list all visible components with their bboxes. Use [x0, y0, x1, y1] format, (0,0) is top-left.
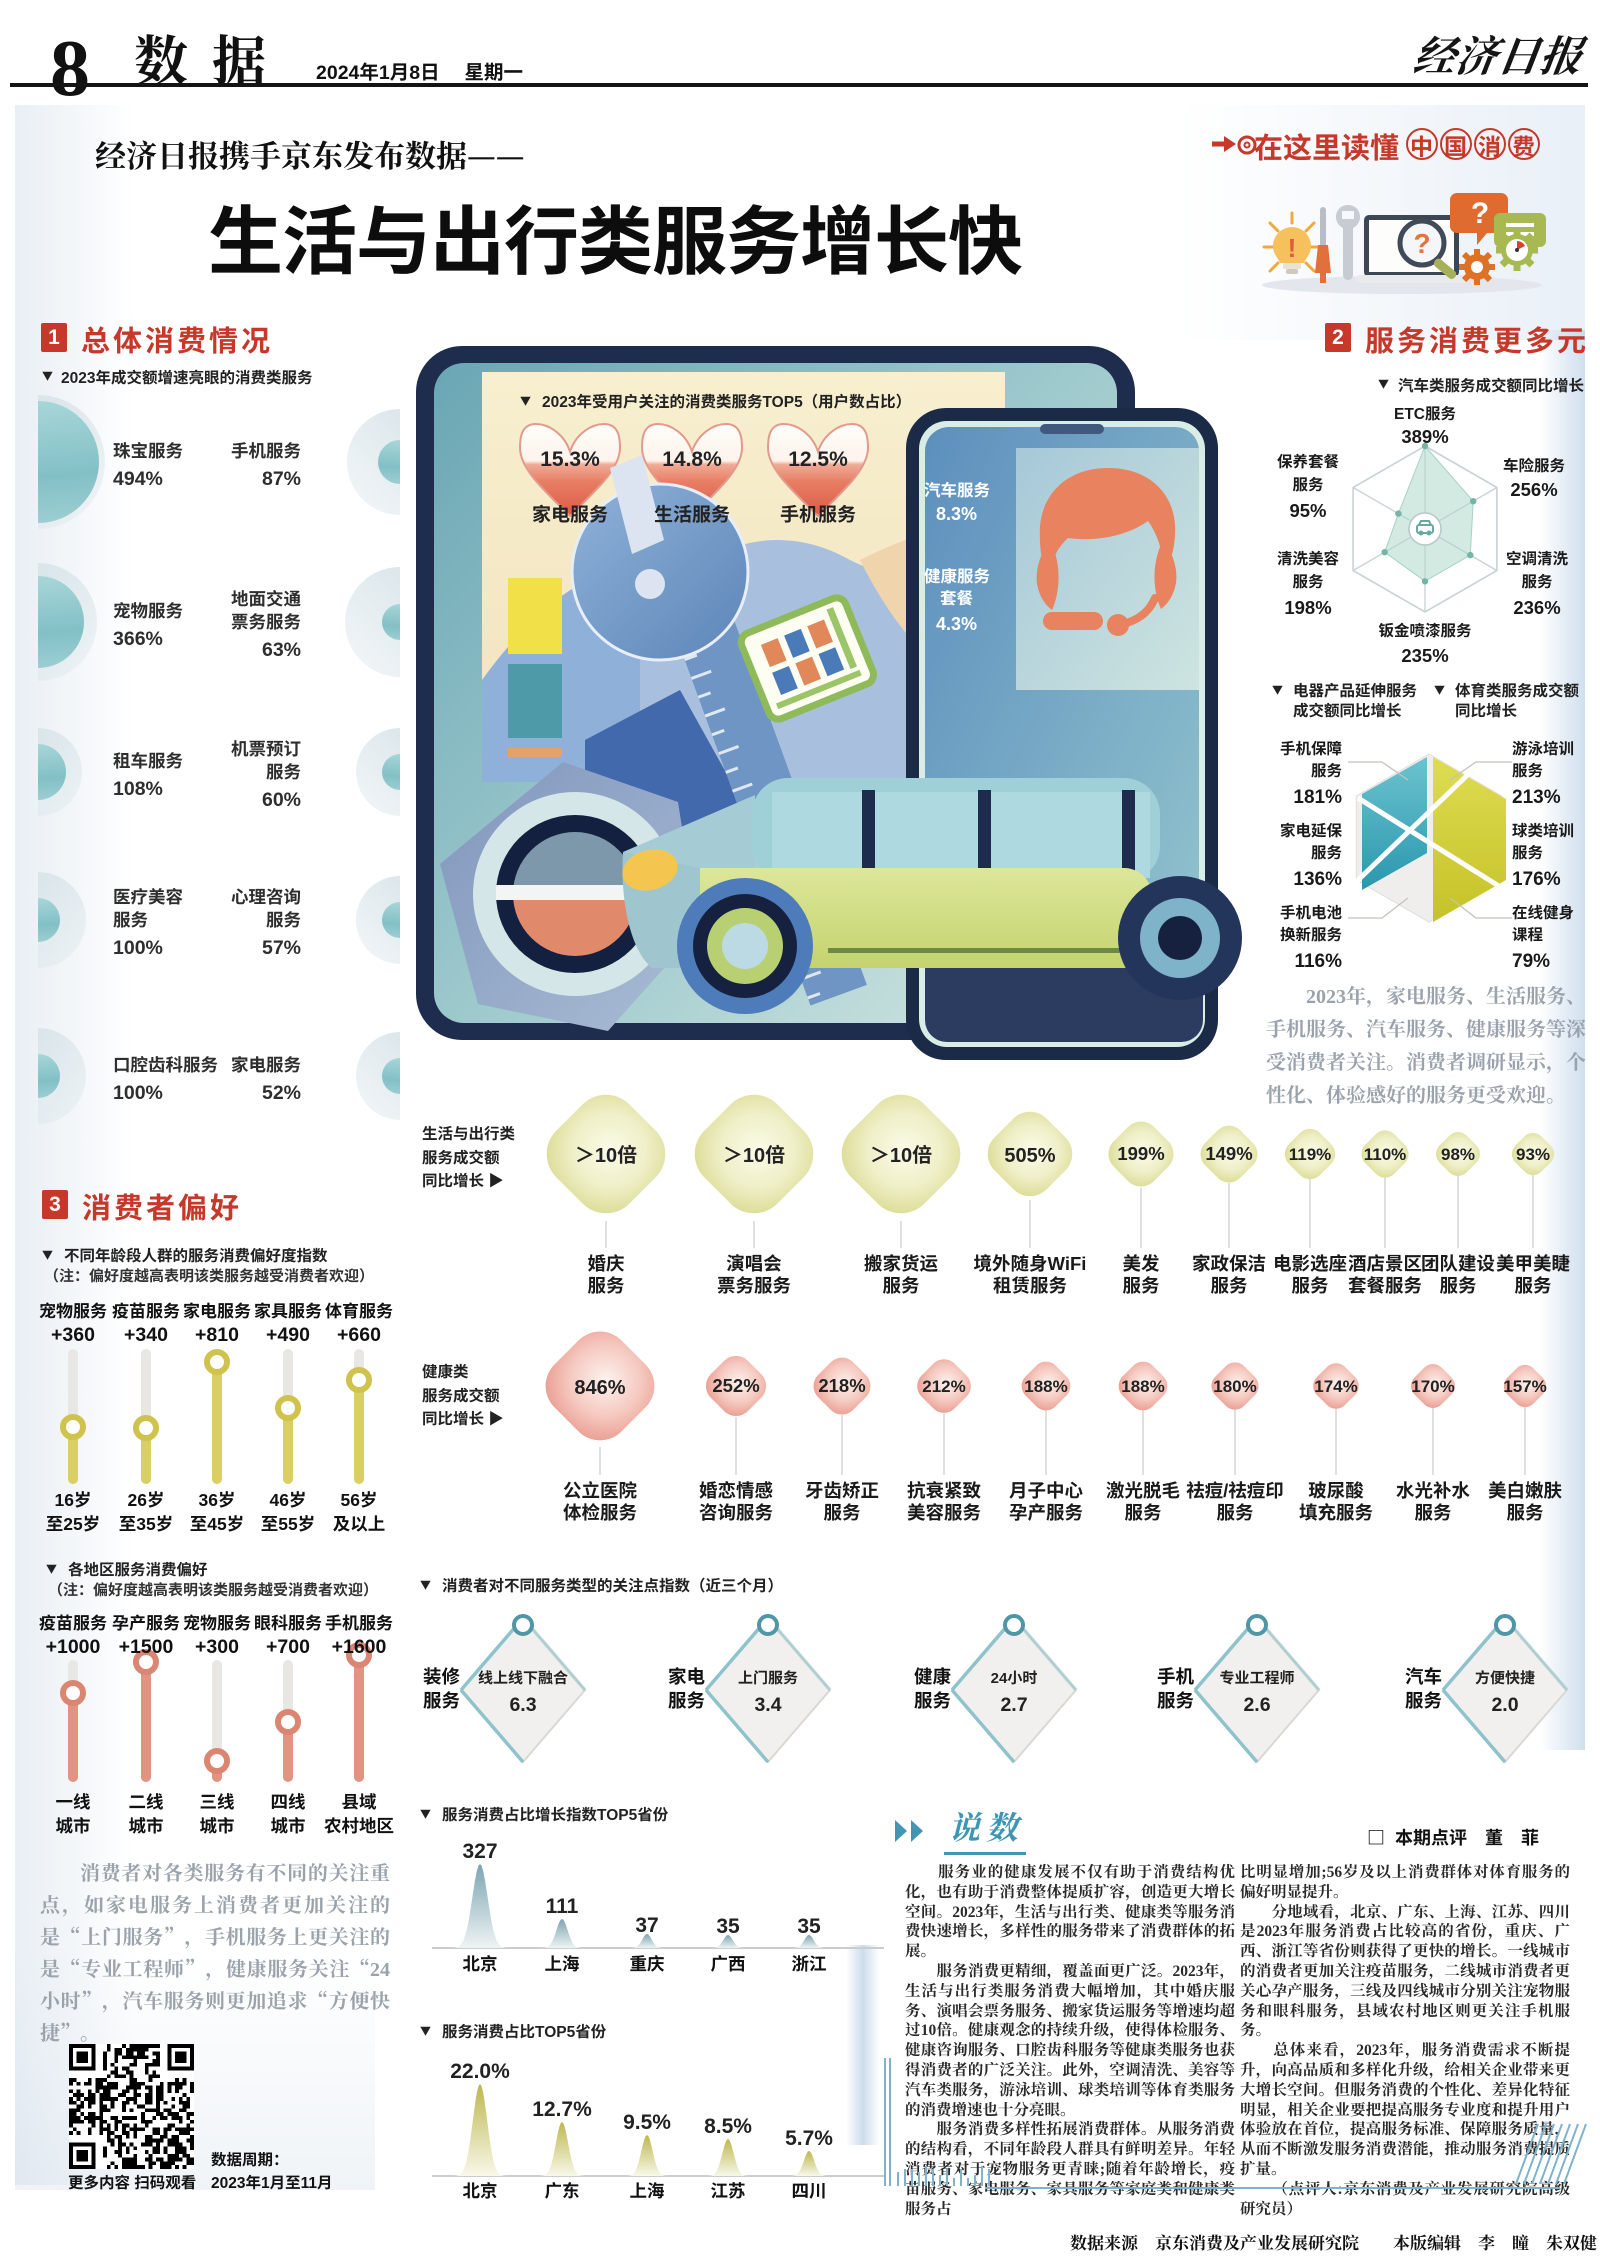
svg-text:!: !: [1288, 228, 1297, 265]
svg-text:?: ?: [1471, 188, 1489, 232]
svg-text:?: ?: [1413, 222, 1430, 262]
